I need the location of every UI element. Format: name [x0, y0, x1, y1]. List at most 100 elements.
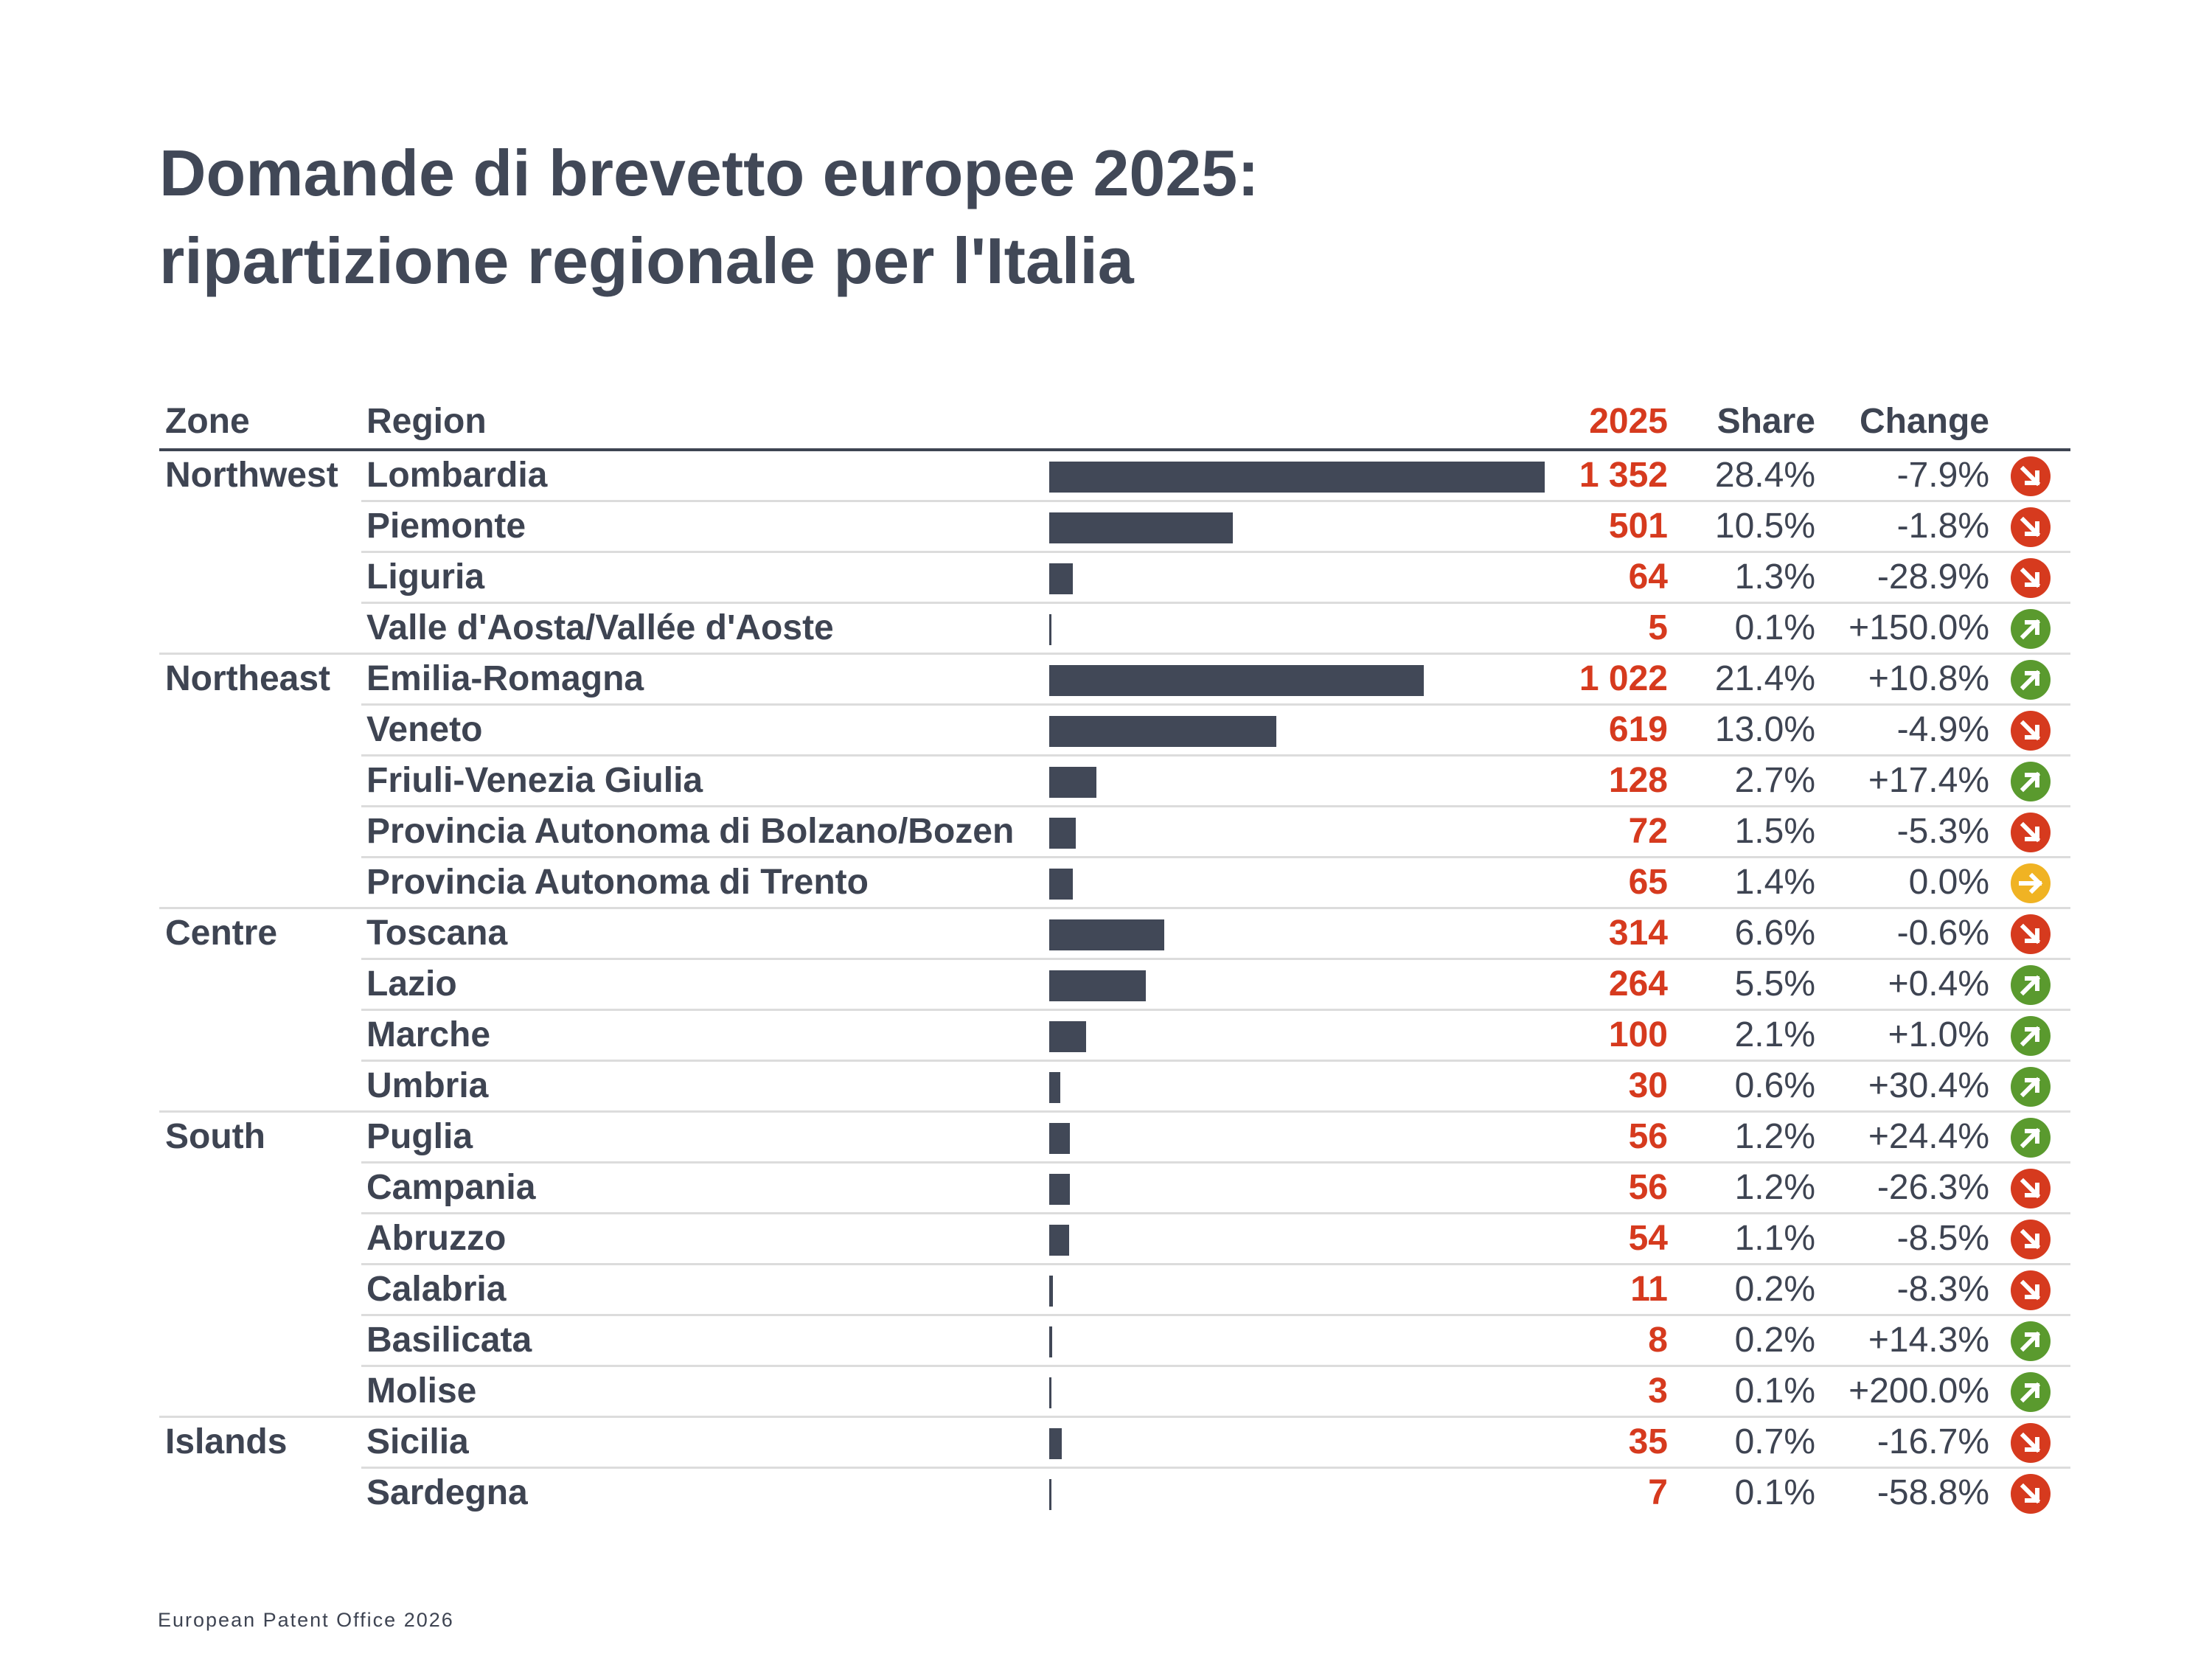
change-label: -5.3%	[1896, 812, 1989, 851]
value-label: 56	[1628, 1117, 1668, 1156]
chart-title: Domande di brevetto europee 2025: ripart…	[159, 129, 1259, 305]
value-label: 264	[1608, 964, 1668, 1004]
table-row: Abruzzo 54 1.1% -8.5%	[0, 1214, 2212, 1265]
region-label: Sicilia	[366, 1422, 469, 1461]
table-row: Northeast Emilia-Romagna 1 022 21.4% +10.8%	[0, 655, 2212, 706]
value-label: 72	[1628, 812, 1668, 851]
value-label: 128	[1608, 761, 1668, 800]
table-row: Provincia Autonoma di Trento 65 1.4% 0.0%	[0, 858, 2212, 909]
row-divider	[159, 1110, 2070, 1113]
row-divider	[361, 500, 2070, 502]
table-row: Northwest Lombardia 1 352 28.4% -7.9%	[0, 451, 2212, 502]
region-label: Abruzzo	[366, 1219, 507, 1258]
table-row: South Puglia 56 1.2% +24.4%	[0, 1113, 2212, 1164]
bar	[1049, 869, 1073, 900]
bar	[1049, 665, 1424, 696]
row-divider	[361, 1212, 2070, 1214]
table-row: Molise 3 0.1% +200.0%	[0, 1367, 2212, 1418]
share-label: 0.1%	[1734, 1473, 1815, 1512]
region-label: Umbria	[366, 1066, 489, 1105]
bar	[1049, 1479, 1051, 1510]
value-label: 54	[1628, 1219, 1668, 1258]
row-divider	[159, 1416, 2070, 1418]
arrow-up-right-icon	[2011, 762, 2051, 801]
change-label: +0.4%	[1888, 964, 1989, 1004]
change-label: +150.0%	[1848, 608, 1989, 647]
arrow-right-icon	[2011, 863, 2051, 903]
table-row: Friuli-Venezia Giulia 128 2.7% +17.4%	[0, 757, 2212, 807]
value-label: 5	[1648, 608, 1668, 647]
change-label: +1.0%	[1888, 1015, 1989, 1054]
change-label: +10.8%	[1868, 659, 1989, 698]
row-divider	[361, 754, 2070, 757]
bar	[1049, 1021, 1086, 1052]
arrow-up-right-icon	[2011, 965, 2051, 1005]
arrow-up-right-icon	[2011, 1067, 2051, 1107]
change-label: -58.8%	[1877, 1473, 1989, 1512]
share-label: 1.2%	[1734, 1168, 1815, 1207]
table-row: Centre Toscana 314 6.6% -0.6%	[0, 909, 2212, 960]
change-label: -7.9%	[1896, 456, 1989, 495]
table-row: Sardegna 7 0.1% -58.8%	[0, 1469, 2212, 1520]
region-column-header: Region	[366, 402, 487, 441]
share-label: 5.5%	[1734, 964, 1815, 1004]
table-row: Marche 100 2.1% +1.0%	[0, 1011, 2212, 1062]
bar	[1049, 767, 1096, 798]
share-label: 1.2%	[1734, 1117, 1815, 1156]
value-label: 8	[1648, 1321, 1668, 1360]
value-label: 7	[1648, 1473, 1668, 1512]
share-label: 1.1%	[1734, 1219, 1815, 1258]
table-row: Calabria 11 0.2% -8.3%	[0, 1265, 2212, 1316]
change-label: 0.0%	[1908, 863, 1989, 902]
share-column-header: Share	[1717, 402, 1815, 441]
share-label: 28.4%	[1714, 456, 1815, 495]
value-label: 1 352	[1579, 456, 1668, 495]
region-label: Piemonte	[366, 507, 526, 546]
value-label: 30	[1628, 1066, 1668, 1105]
region-label: Provincia Autonoma di Trento	[366, 863, 869, 902]
region-label: Provincia Autonoma di Bolzano/Bozen	[366, 812, 1015, 851]
share-label: 6.6%	[1734, 914, 1815, 953]
table-row: Veneto 619 13.0% -4.9%	[0, 706, 2212, 757]
row-divider	[361, 551, 2070, 553]
zone-label: Centre	[165, 914, 278, 953]
change-label: +14.3%	[1868, 1321, 1989, 1360]
region-label: Friuli-Venezia Giulia	[366, 761, 703, 800]
bar	[1049, 1225, 1069, 1256]
arrow-down-right-icon	[2011, 1220, 2051, 1259]
region-label: Emilia-Romagna	[366, 659, 644, 698]
arrow-down-right-icon	[2011, 813, 2051, 852]
table-header: Zone Region 2025 Share Change	[0, 397, 2212, 447]
zone-label: Northwest	[165, 456, 338, 495]
change-label: -1.8%	[1896, 507, 1989, 546]
row-divider	[361, 958, 2070, 960]
table-row: Lazio 264 5.5% +0.4%	[0, 960, 2212, 1011]
arrow-down-right-icon	[2011, 914, 2051, 954]
value-label: 501	[1608, 507, 1668, 546]
table-row: Islands Sicilia 35 0.7% -16.7%	[0, 1418, 2212, 1469]
row-divider	[361, 856, 2070, 858]
region-label: Molise	[366, 1371, 477, 1411]
bar	[1049, 919, 1164, 950]
share-label: 13.0%	[1714, 710, 1815, 749]
row-divider	[361, 1060, 2070, 1062]
value-label: 11	[1630, 1270, 1668, 1309]
share-label: 0.2%	[1734, 1321, 1815, 1360]
chart-title-line-1: Domande di brevetto europee 2025:	[159, 136, 1259, 209]
header-rule	[159, 448, 2070, 451]
region-label: Campania	[366, 1168, 536, 1207]
share-label: 0.7%	[1734, 1422, 1815, 1461]
bar	[1049, 716, 1276, 747]
zone-label: Islands	[165, 1422, 288, 1461]
bar	[1049, 512, 1233, 543]
table-row: Valle d'Aosta/Vallée d'Aoste 5 0.1% +150.0%	[0, 604, 2212, 655]
region-label: Veneto	[366, 710, 483, 749]
arrow-down-right-icon	[2011, 1474, 2051, 1514]
value-label: 1 022	[1579, 659, 1668, 698]
value-column-header: 2025	[1589, 402, 1668, 441]
row-divider	[361, 805, 2070, 807]
table-row: Basilicata 8 0.2% +14.3%	[0, 1316, 2212, 1367]
arrow-up-right-icon	[2011, 609, 2051, 649]
change-label: +30.4%	[1868, 1066, 1989, 1105]
share-label: 21.4%	[1714, 659, 1815, 698]
